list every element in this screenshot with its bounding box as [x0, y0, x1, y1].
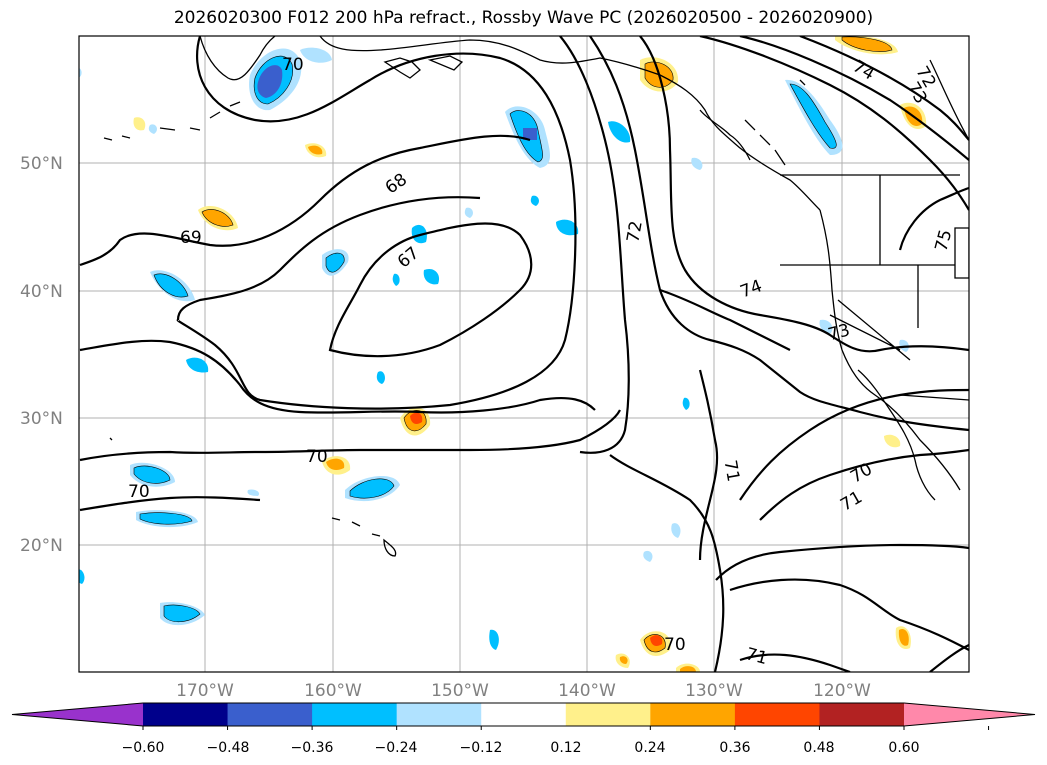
colorbar-segment — [734, 703, 820, 726]
lat-tick-label: 20°N — [20, 536, 63, 556]
lat-tick-label: 40°N — [20, 282, 63, 302]
contour-label: 69 — [180, 228, 202, 248]
map-title: 2026020300 F012 200 hPa refract., Rossby… — [173, 8, 874, 28]
colorbar-tick-label: −0.48 — [207, 740, 250, 756]
colorbar — [11, 702, 1036, 730]
lon-tick-label: 150°W — [431, 681, 489, 701]
colorbar-tick-label: −0.12 — [460, 740, 503, 756]
latitude-ticks: 50°N 40°N 30°N 20°N — [20, 154, 63, 556]
contour-label: 70 — [664, 635, 686, 655]
contour-label: 70 — [306, 447, 328, 467]
colorbar-segment — [227, 703, 313, 726]
colorbar-tick-label: 0.48 — [803, 740, 834, 756]
lon-tick-label: 160°W — [304, 681, 362, 701]
refractivity-contours — [79, 36, 969, 672]
colorbar-segment — [312, 703, 398, 726]
negative-anomaly-shading — [79, 47, 909, 650]
lat-tick-label: 30°N — [20, 409, 63, 429]
colorbar-segment — [481, 703, 567, 726]
contour-label: 70 — [128, 482, 150, 502]
colorbar-segment — [396, 703, 482, 726]
colorbar-segment — [565, 703, 651, 726]
colorbar-tick-label: 0.36 — [719, 740, 750, 756]
colorbar-tick-label: −0.60 — [122, 740, 165, 756]
lon-tick-label: 170°W — [176, 681, 234, 701]
lon-tick-label: 130°W — [685, 681, 743, 701]
contour-labels: 70 68 69 67 72 74 73 75 73 74 72 73 70 7… — [128, 55, 956, 669]
longitude-ticks: 170°W 160°W 150°W 140°W 130°W 120°W — [176, 681, 871, 701]
colorbar-segment — [650, 703, 736, 726]
coastlines — [103, 36, 969, 557]
colorbar-segment — [143, 703, 229, 726]
colorbar-tick-label: −0.24 — [375, 740, 418, 756]
contour-label: 71 — [720, 458, 743, 483]
colorbar-tick-label: −0.36 — [291, 740, 334, 756]
colorbar-tick-label: 0.60 — [888, 740, 919, 756]
colorbar-extend-max — [904, 703, 1035, 726]
colorbar-extend-min — [12, 703, 143, 726]
contour-label: 72 — [623, 219, 646, 244]
lon-tick-label: 120°W — [813, 681, 871, 701]
lat-tick-label: 50°N — [20, 154, 63, 174]
colorbar-tick-label: 0.12 — [550, 740, 581, 756]
map-border — [78, 35, 970, 673]
colorbar-segment — [819, 703, 905, 726]
positive-anomaly-shading — [133, 36, 927, 672]
colorbar-tick-label: 0.24 — [634, 740, 665, 756]
colorbar-labels: −0.60 −0.48 −0.36 −0.24 −0.12 0.12 0.24 … — [122, 740, 920, 756]
lon-tick-label: 140°W — [558, 681, 616, 701]
contour-label: 70 — [282, 55, 304, 75]
